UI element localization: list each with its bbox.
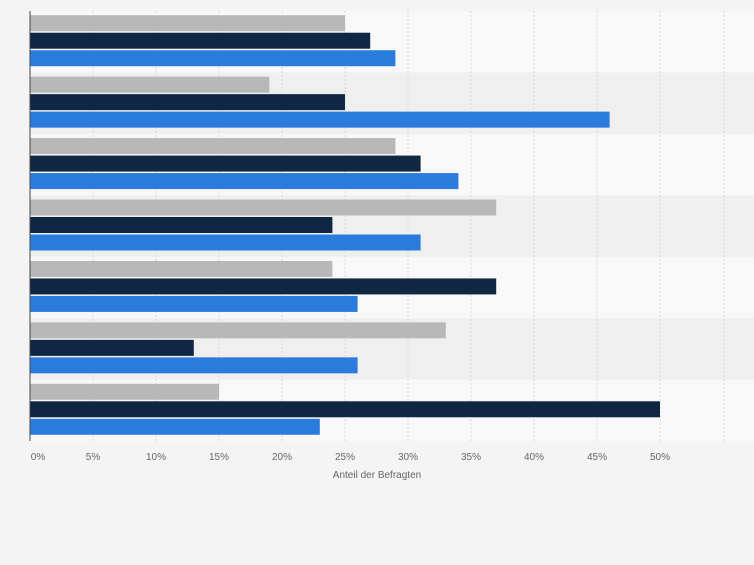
- bar: [30, 173, 459, 190]
- bar: [30, 50, 396, 67]
- x-tick-label: 50%: [650, 452, 670, 463]
- bar: [30, 32, 371, 49]
- bar: [30, 234, 421, 251]
- x-tick-label: 45%: [587, 452, 607, 463]
- bar: [30, 217, 333, 233]
- x-tick-label: 30%: [398, 452, 418, 463]
- bar: [30, 111, 610, 128]
- bar: [30, 199, 497, 216]
- bars: [30, 15, 660, 435]
- x-tick-label: 20%: [272, 452, 292, 463]
- bar: [30, 418, 320, 435]
- bar: [30, 401, 660, 418]
- x-tick-label: 5%: [86, 452, 101, 463]
- bar: [30, 339, 194, 356]
- bar: [30, 357, 358, 374]
- bar: [30, 278, 497, 295]
- x-tick-label: 40%: [524, 452, 544, 463]
- bar: [30, 295, 358, 312]
- x-tick-label: 10%: [146, 452, 166, 463]
- bar: [30, 322, 446, 339]
- bar: [30, 15, 345, 32]
- bar: [30, 76, 270, 93]
- x-tick-labels: 0% 5% 10% 15% 20% 25% 30% 35% 40% 45% 50%: [31, 452, 670, 463]
- bar: [30, 383, 219, 400]
- x-tick-label: 25%: [335, 452, 355, 463]
- bar: [30, 260, 333, 277]
- x-tick-label: 15%: [209, 452, 229, 463]
- bar: [30, 94, 345, 111]
- bar: [30, 155, 421, 172]
- x-tick-label: 0%: [31, 452, 46, 463]
- bar: [30, 138, 396, 155]
- x-axis-label: Anteil der Befragten: [333, 470, 421, 481]
- x-tick-label: 35%: [461, 452, 481, 463]
